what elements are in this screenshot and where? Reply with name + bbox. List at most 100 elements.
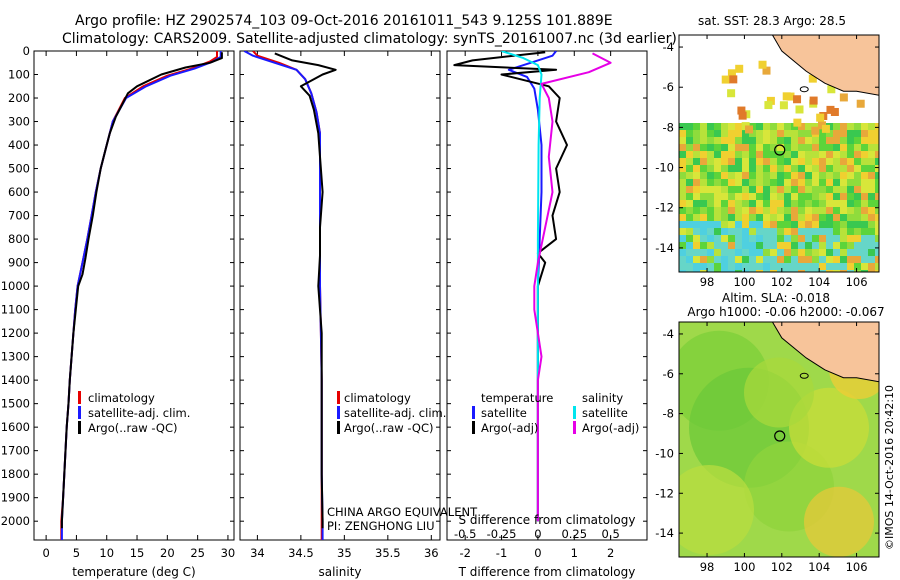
sst-cell (679, 158, 686, 165)
sst-cell (742, 256, 749, 263)
sst-cell (833, 256, 840, 263)
sst-cell (812, 172, 819, 179)
sst-cell (742, 137, 749, 144)
sst-cell (770, 165, 777, 172)
sst-cell (721, 179, 728, 186)
sst-cell (784, 214, 791, 221)
sst-cell (714, 123, 721, 130)
x-tick-label: -1 (496, 546, 507, 560)
sst-cell (833, 249, 840, 256)
imos-timestamp: ©IMOS 14-Oct-2016 20:42:10 (883, 385, 896, 550)
sst-cell (735, 193, 742, 200)
sst-cell (805, 130, 812, 137)
sst-cell (721, 249, 728, 256)
sst-cell (735, 123, 742, 130)
depth-tick-label: 600 (8, 185, 30, 199)
sst-cell (791, 228, 798, 235)
sst-cell (756, 144, 763, 151)
lat-tick-label: -4 (663, 327, 674, 341)
sst-cell (756, 256, 763, 263)
sst-cell (679, 200, 686, 207)
sst-cell (861, 144, 868, 151)
sst-cell (840, 242, 847, 249)
sst-cell (784, 221, 791, 228)
sst-cell (721, 221, 728, 228)
sst-cell (721, 270, 728, 272)
sst-cell (875, 249, 879, 256)
sst-cell (791, 186, 798, 193)
sst-cell (840, 263, 847, 270)
salinity-series (243, 51, 337, 540)
sst-cell (861, 172, 868, 179)
sst-cell (816, 113, 825, 122)
sst-cell (840, 137, 847, 144)
sst-cell (707, 151, 714, 158)
sst-cell (847, 186, 854, 193)
sst-cell (679, 193, 686, 200)
legend-swatch-t-satellite (472, 406, 475, 419)
sst-cell (735, 263, 742, 270)
series-line (243, 51, 324, 540)
sst-cell (728, 214, 735, 221)
sst-cell (721, 75, 730, 84)
sst-cell (756, 214, 763, 221)
sst-cell (749, 158, 756, 165)
sst-cell (700, 221, 707, 228)
sst-cell (819, 200, 826, 207)
sst-cell (812, 137, 819, 144)
sst-cell (770, 214, 777, 221)
sst-cell (735, 221, 742, 228)
sst-cell (784, 242, 791, 249)
depth-tick-label: 300 (8, 115, 30, 129)
sst-cell (735, 256, 742, 263)
difference-plot-frame (446, 50, 648, 541)
depth-tick-label: 1300 (1, 350, 30, 364)
sst-cell (791, 193, 798, 200)
sst-cell (805, 221, 812, 228)
legend-label-t-satellite: satellite (481, 406, 527, 420)
sst-cell (791, 270, 798, 272)
sst-cell (763, 158, 770, 165)
sst-cell (840, 214, 847, 221)
difference-legend: temperature satellite Argo(-adj) salinit… (472, 391, 639, 435)
sst-cell (875, 228, 879, 235)
sst-cell (868, 158, 875, 165)
sst-cell (728, 130, 735, 137)
sst-cell (833, 144, 840, 151)
sst-cell (728, 200, 735, 207)
sst-cell (763, 207, 770, 214)
lat-tick-label: -14 (655, 526, 674, 540)
sst-cell (819, 207, 826, 214)
sst-cell (727, 89, 736, 98)
sst-cell (686, 263, 693, 270)
sst-cell (826, 172, 833, 179)
lat-tick-label: -8 (663, 120, 674, 134)
series-line (60, 51, 218, 540)
sst-cell (735, 270, 742, 272)
sst-cell (721, 235, 728, 242)
sst-cell (847, 270, 854, 272)
depth-tick-label: 1900 (1, 491, 30, 505)
sst-cell (826, 179, 833, 186)
sst-cell (738, 111, 747, 120)
legend-swatch-argo (78, 421, 81, 434)
sst-cell (700, 165, 707, 172)
sst-cell (812, 256, 819, 263)
x-tick-label: 0 (534, 546, 541, 560)
sst-cell (749, 228, 756, 235)
sst-cell (756, 130, 763, 137)
sst-cell (749, 151, 756, 158)
sst-cell (714, 151, 721, 158)
sst-cell (707, 228, 714, 235)
sst-cell (875, 144, 879, 151)
sst-cell (777, 158, 784, 165)
sst-cell (693, 256, 700, 263)
temperature-series (60, 51, 223, 540)
sst-cell (840, 235, 847, 242)
sst-cell (686, 228, 693, 235)
sst-map-axes: 98 100 102 104 106 -4 -6 -8 -10 -12 -14 (655, 35, 879, 289)
sst-cell (854, 130, 861, 137)
sst-cell (742, 200, 749, 207)
sst-map-panel: sat. SST: 28.3 Argo: 28.5 98 100 102 104 106… (655, 14, 880, 289)
lon-tick-label: 100 (733, 275, 755, 289)
